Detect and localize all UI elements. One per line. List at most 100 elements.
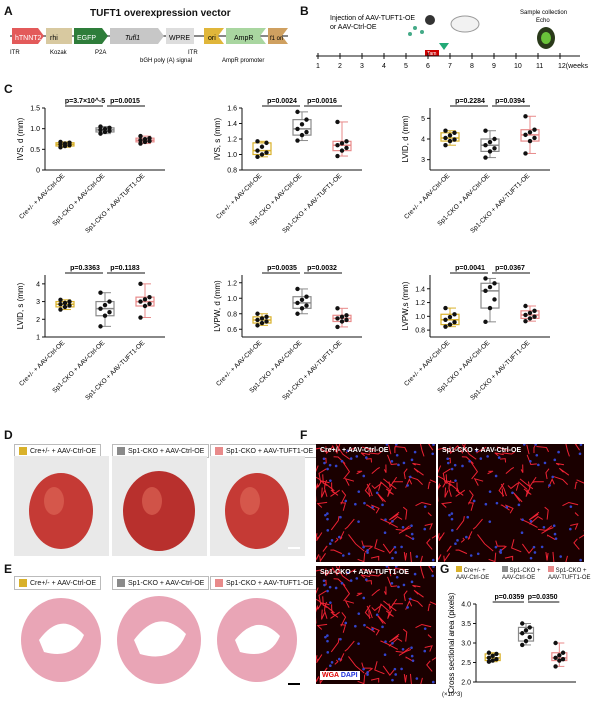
data-point (523, 312, 528, 318)
y-axis-label: LVID, d (mm) (401, 115, 410, 162)
data-point (107, 128, 112, 134)
data-point (335, 324, 340, 330)
data-point (98, 131, 103, 136)
data-point (98, 306, 103, 311)
panel-label-f: F (300, 428, 308, 442)
data-point (452, 130, 457, 135)
y-tick-label: 3 (36, 299, 40, 306)
data-point (492, 136, 497, 142)
y-tick-label: 1.0 (415, 314, 425, 321)
injection-line-1: Injection of AAV-TUFT1-OE (330, 15, 415, 22)
segment-egfp (74, 28, 108, 44)
data-point (304, 129, 309, 135)
data-point (58, 297, 63, 302)
data-point (486, 659, 492, 664)
timeline-tick-label: 11 (536, 63, 543, 70)
legend-e1-label: Cre+/- + AAV-Ctrl-OE (30, 579, 96, 587)
data-point (527, 316, 533, 321)
p-value-1: p=0.0024 (267, 98, 297, 105)
seg-label-6: AmpR (234, 35, 253, 42)
data-point (58, 307, 63, 312)
timeline-tick-label: 10 (514, 63, 522, 70)
p-value-2: p=0.0015 (110, 98, 140, 105)
panel-label-a: A (4, 4, 13, 18)
data-point (102, 129, 108, 135)
data-point (532, 127, 537, 132)
y-tick-label: 3.5 (461, 621, 471, 628)
data-point (557, 658, 562, 663)
data-point (147, 301, 152, 306)
data-point (483, 288, 488, 294)
data-point (487, 284, 493, 290)
y-tick-label: 1.0 (30, 126, 40, 133)
data-point (523, 303, 528, 309)
data-point (492, 146, 497, 151)
timeline: Injection of AAV-TUFT1-OE or AAV-Ctrl-OE… (316, 10, 588, 70)
stain-legend: WGA DAPI (320, 671, 360, 680)
y-tick-label: 2.0 (461, 680, 471, 687)
data-point (295, 300, 300, 306)
data-point (339, 319, 345, 324)
data-point (62, 304, 68, 310)
heart-photo-2 (112, 456, 207, 556)
data-point (443, 305, 448, 311)
data-point (443, 317, 448, 322)
data-point (102, 126, 108, 132)
syringe-icon (425, 15, 435, 25)
p-value-2: p=0.0394 (495, 98, 525, 105)
g-legend-2: Sp1-CKO + AAV-Ctrl-OE (502, 568, 541, 581)
data-point (98, 124, 103, 129)
data-point (259, 320, 265, 326)
data-point (494, 656, 499, 662)
data-point (523, 132, 528, 138)
timeline-tick-label: 1 (316, 63, 320, 70)
data-point (560, 656, 566, 662)
below-5: AmpR promoter (222, 58, 264, 64)
data-point (523, 151, 528, 156)
data-point (486, 655, 492, 661)
data-point (486, 650, 492, 655)
segment-f1ori (268, 28, 288, 44)
data-point (527, 625, 532, 630)
y-tick-label: 3 (421, 157, 425, 164)
panel-label-e: E (4, 562, 13, 576)
segment-tuft1 (110, 28, 164, 44)
p-value-2: p=0.1183 (110, 265, 139, 272)
data-point (67, 303, 72, 308)
timeline-tick-label: 8 (470, 63, 474, 70)
y-axis-label: LVPW, d (mm) (213, 280, 222, 332)
y-axis-label: Cross sectional area (pixels) (447, 592, 456, 693)
data-point (494, 651, 499, 657)
below-3: bGH poly (A) signal (140, 58, 192, 64)
data-point (492, 281, 497, 286)
timeline-tick-label: 7 (448, 63, 452, 70)
data-point (255, 154, 260, 160)
y-tick-label: 0.8 (415, 328, 425, 335)
p-value-1: p=0.3363 (70, 265, 100, 272)
legend-e3-label: Sp1-CKO + AAV-TUFT1-OE (226, 579, 314, 587)
data-point (138, 281, 143, 287)
data-point (520, 642, 525, 648)
data-point (335, 306, 340, 311)
below-0: ITR (10, 50, 20, 56)
g-legend-1: Cre+/- + AAV-Ctrl-OE (456, 568, 490, 581)
y-tick-label: 1.5 (30, 106, 40, 113)
data-point (487, 139, 493, 145)
y-tick-label: 1.0 (227, 296, 237, 303)
below-4: ITR (188, 50, 198, 56)
timeline-tick-label: 12(weeks) (558, 63, 588, 70)
seg-label-7: f1 ori (270, 36, 283, 42)
below-2: P2A (95, 50, 106, 56)
segment-wpre (166, 28, 194, 44)
data-point (98, 290, 103, 295)
data-point (557, 653, 562, 658)
sample-label: Sample collection (520, 10, 567, 16)
below-1: Kozak (50, 50, 68, 56)
heart-photo-3 (210, 456, 305, 556)
data-point (255, 317, 260, 323)
data-point (527, 130, 533, 135)
p-value-1: p=3.7×10^-5 (65, 97, 105, 105)
data-point (67, 299, 72, 304)
y-tick-label: 0.8 (227, 168, 237, 175)
data-point (443, 128, 448, 133)
